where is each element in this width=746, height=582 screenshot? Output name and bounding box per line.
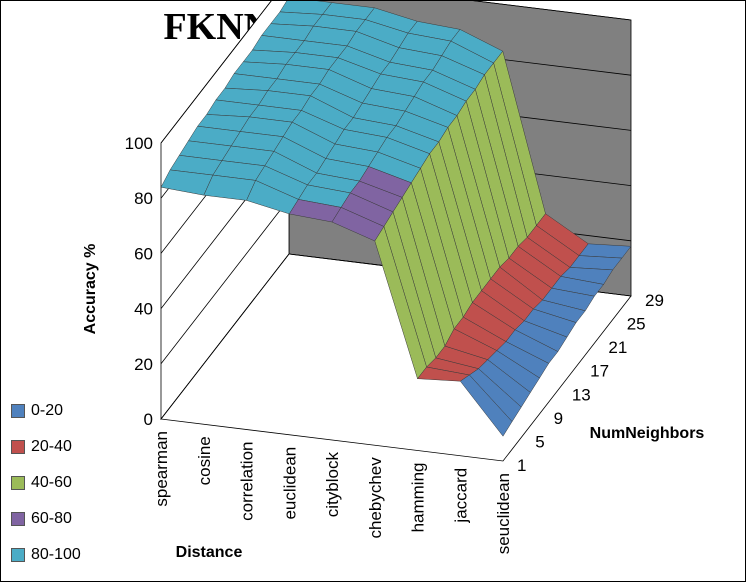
legend-swatch-4 — [11, 548, 25, 562]
legend-label-4: 80-100 — [31, 546, 81, 563]
gridline-5 — [160, 1, 632, 144]
legend-item-2: 40-60 — [11, 465, 81, 501]
x-tick-label-1: cosine — [195, 436, 214, 485]
y-tick-label-4: 80 — [134, 189, 153, 208]
legend: 0-20 20-40 40-60 60-80 80-100 — [11, 393, 81, 573]
y-tick-label-3: 60 — [134, 244, 153, 263]
z-tick-label-1: 5 — [535, 432, 544, 451]
legend-item-1: 20-40 — [11, 429, 81, 465]
legend-item-3: 60-80 — [11, 501, 81, 537]
z-tick-label-6: 25 — [627, 315, 646, 334]
z-axis-title: NumNeighbors — [590, 425, 705, 442]
legend-item-0: 0-20 — [11, 393, 81, 429]
legend-swatch-2 — [11, 476, 25, 490]
surface-cell-7-0 — [459, 374, 513, 437]
z-tick-label-3: 13 — [572, 385, 591, 404]
legend-swatch-3 — [11, 512, 25, 526]
x-tick-label-3: euclidean — [280, 447, 299, 520]
z-tick-label-4: 17 — [590, 362, 609, 381]
x-tick-label-6: hamming — [409, 463, 428, 533]
x-tick-label-4: cityblock — [323, 452, 342, 518]
x-tick-label-8: seuclidean — [494, 473, 513, 554]
x-tick-label-5: chebychev — [366, 457, 385, 539]
legend-swatch-1 — [11, 440, 25, 454]
y-tick-label-2: 40 — [134, 300, 153, 319]
legend-label-2: 40-60 — [31, 474, 72, 491]
legend-label-1: 20-40 — [31, 438, 72, 455]
legend-swatch-0 — [11, 404, 25, 418]
y-tick-label-0: 0 — [144, 410, 153, 429]
y-tick-label-1: 20 — [134, 355, 153, 374]
legend-label-0: 0-20 — [31, 402, 64, 419]
z-tick-label-0: 1 — [517, 456, 526, 475]
legend-item-4: 80-100 — [11, 537, 81, 573]
y-axis-title: Accuracy % — [82, 244, 99, 335]
x-tick-label-0: spearman — [152, 431, 171, 507]
z-tick-label-2: 9 — [554, 409, 563, 428]
z-tick-label-5: 21 — [608, 338, 627, 357]
y-tick-label-5: 100 — [125, 134, 153, 153]
z-tick-label-7: 29 — [645, 291, 664, 310]
x-axis-title: Distance — [176, 544, 243, 561]
x-tick-label-2: correlation — [238, 442, 257, 521]
legend-label-3: 60-80 — [31, 510, 72, 527]
x-tick-label-7: jaccard — [451, 468, 470, 524]
